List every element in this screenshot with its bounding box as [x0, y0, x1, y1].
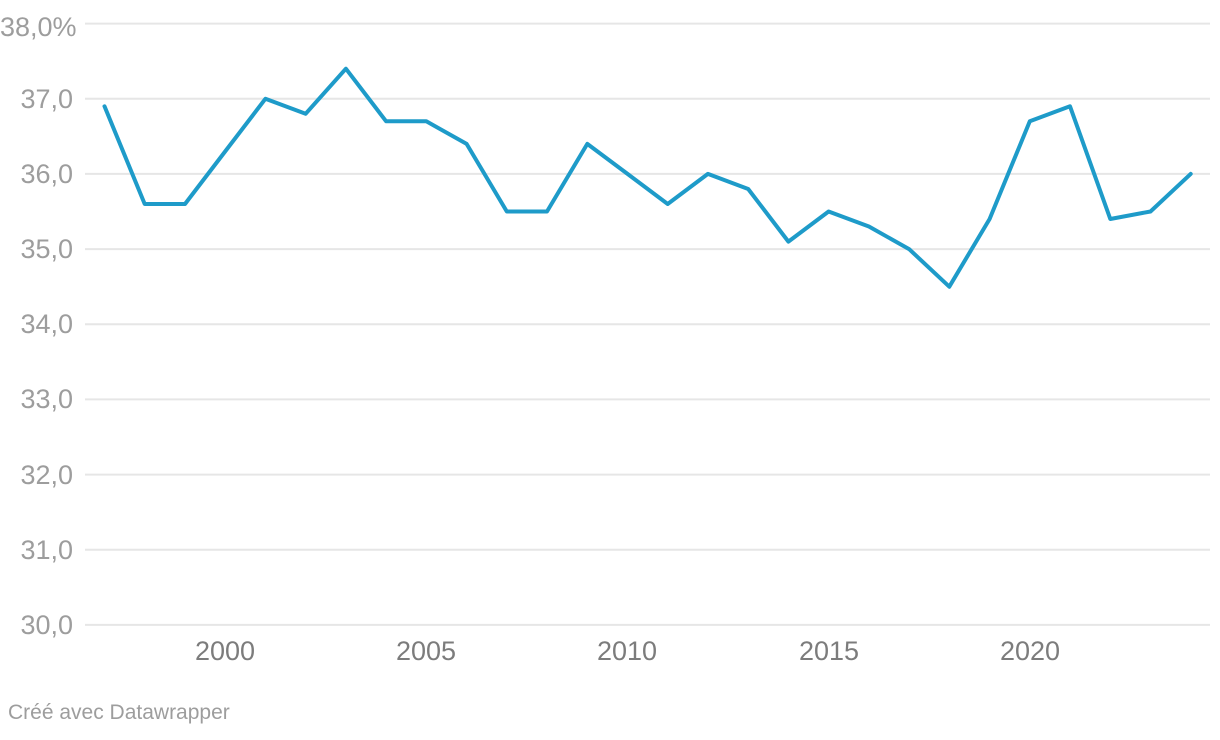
y-tick-label-32: 32,0	[20, 460, 73, 490]
y-tick-label-37: 37,0	[20, 84, 73, 114]
y-tick-label-33: 33,0	[20, 384, 73, 414]
y-tick-label-34: 34,0	[20, 309, 73, 339]
data-line-layer	[102, 66, 1193, 289]
datawrapper-attribution-link[interactable]: Créé avec Datawrapper	[8, 701, 230, 724]
gridlines	[85, 22, 1210, 626]
x-tick-label-2000: 2000	[194, 636, 256, 666]
y-tick-label-30: 30,0	[20, 610, 73, 640]
data-line	[102, 66, 1193, 289]
y-tick-label-36: 36,0	[20, 159, 73, 189]
x-tick-label-2005: 2005	[395, 636, 457, 666]
y-tick-label-31: 31,0	[20, 535, 73, 565]
y-tick-label-38: 38,0%	[0, 12, 77, 42]
x-tick-label-2020: 2020	[999, 636, 1061, 666]
x-tick-label-2010: 2010	[596, 636, 658, 666]
y-tick-label-35: 35,0	[20, 234, 73, 264]
x-tick-label-2015: 2015	[798, 636, 860, 666]
